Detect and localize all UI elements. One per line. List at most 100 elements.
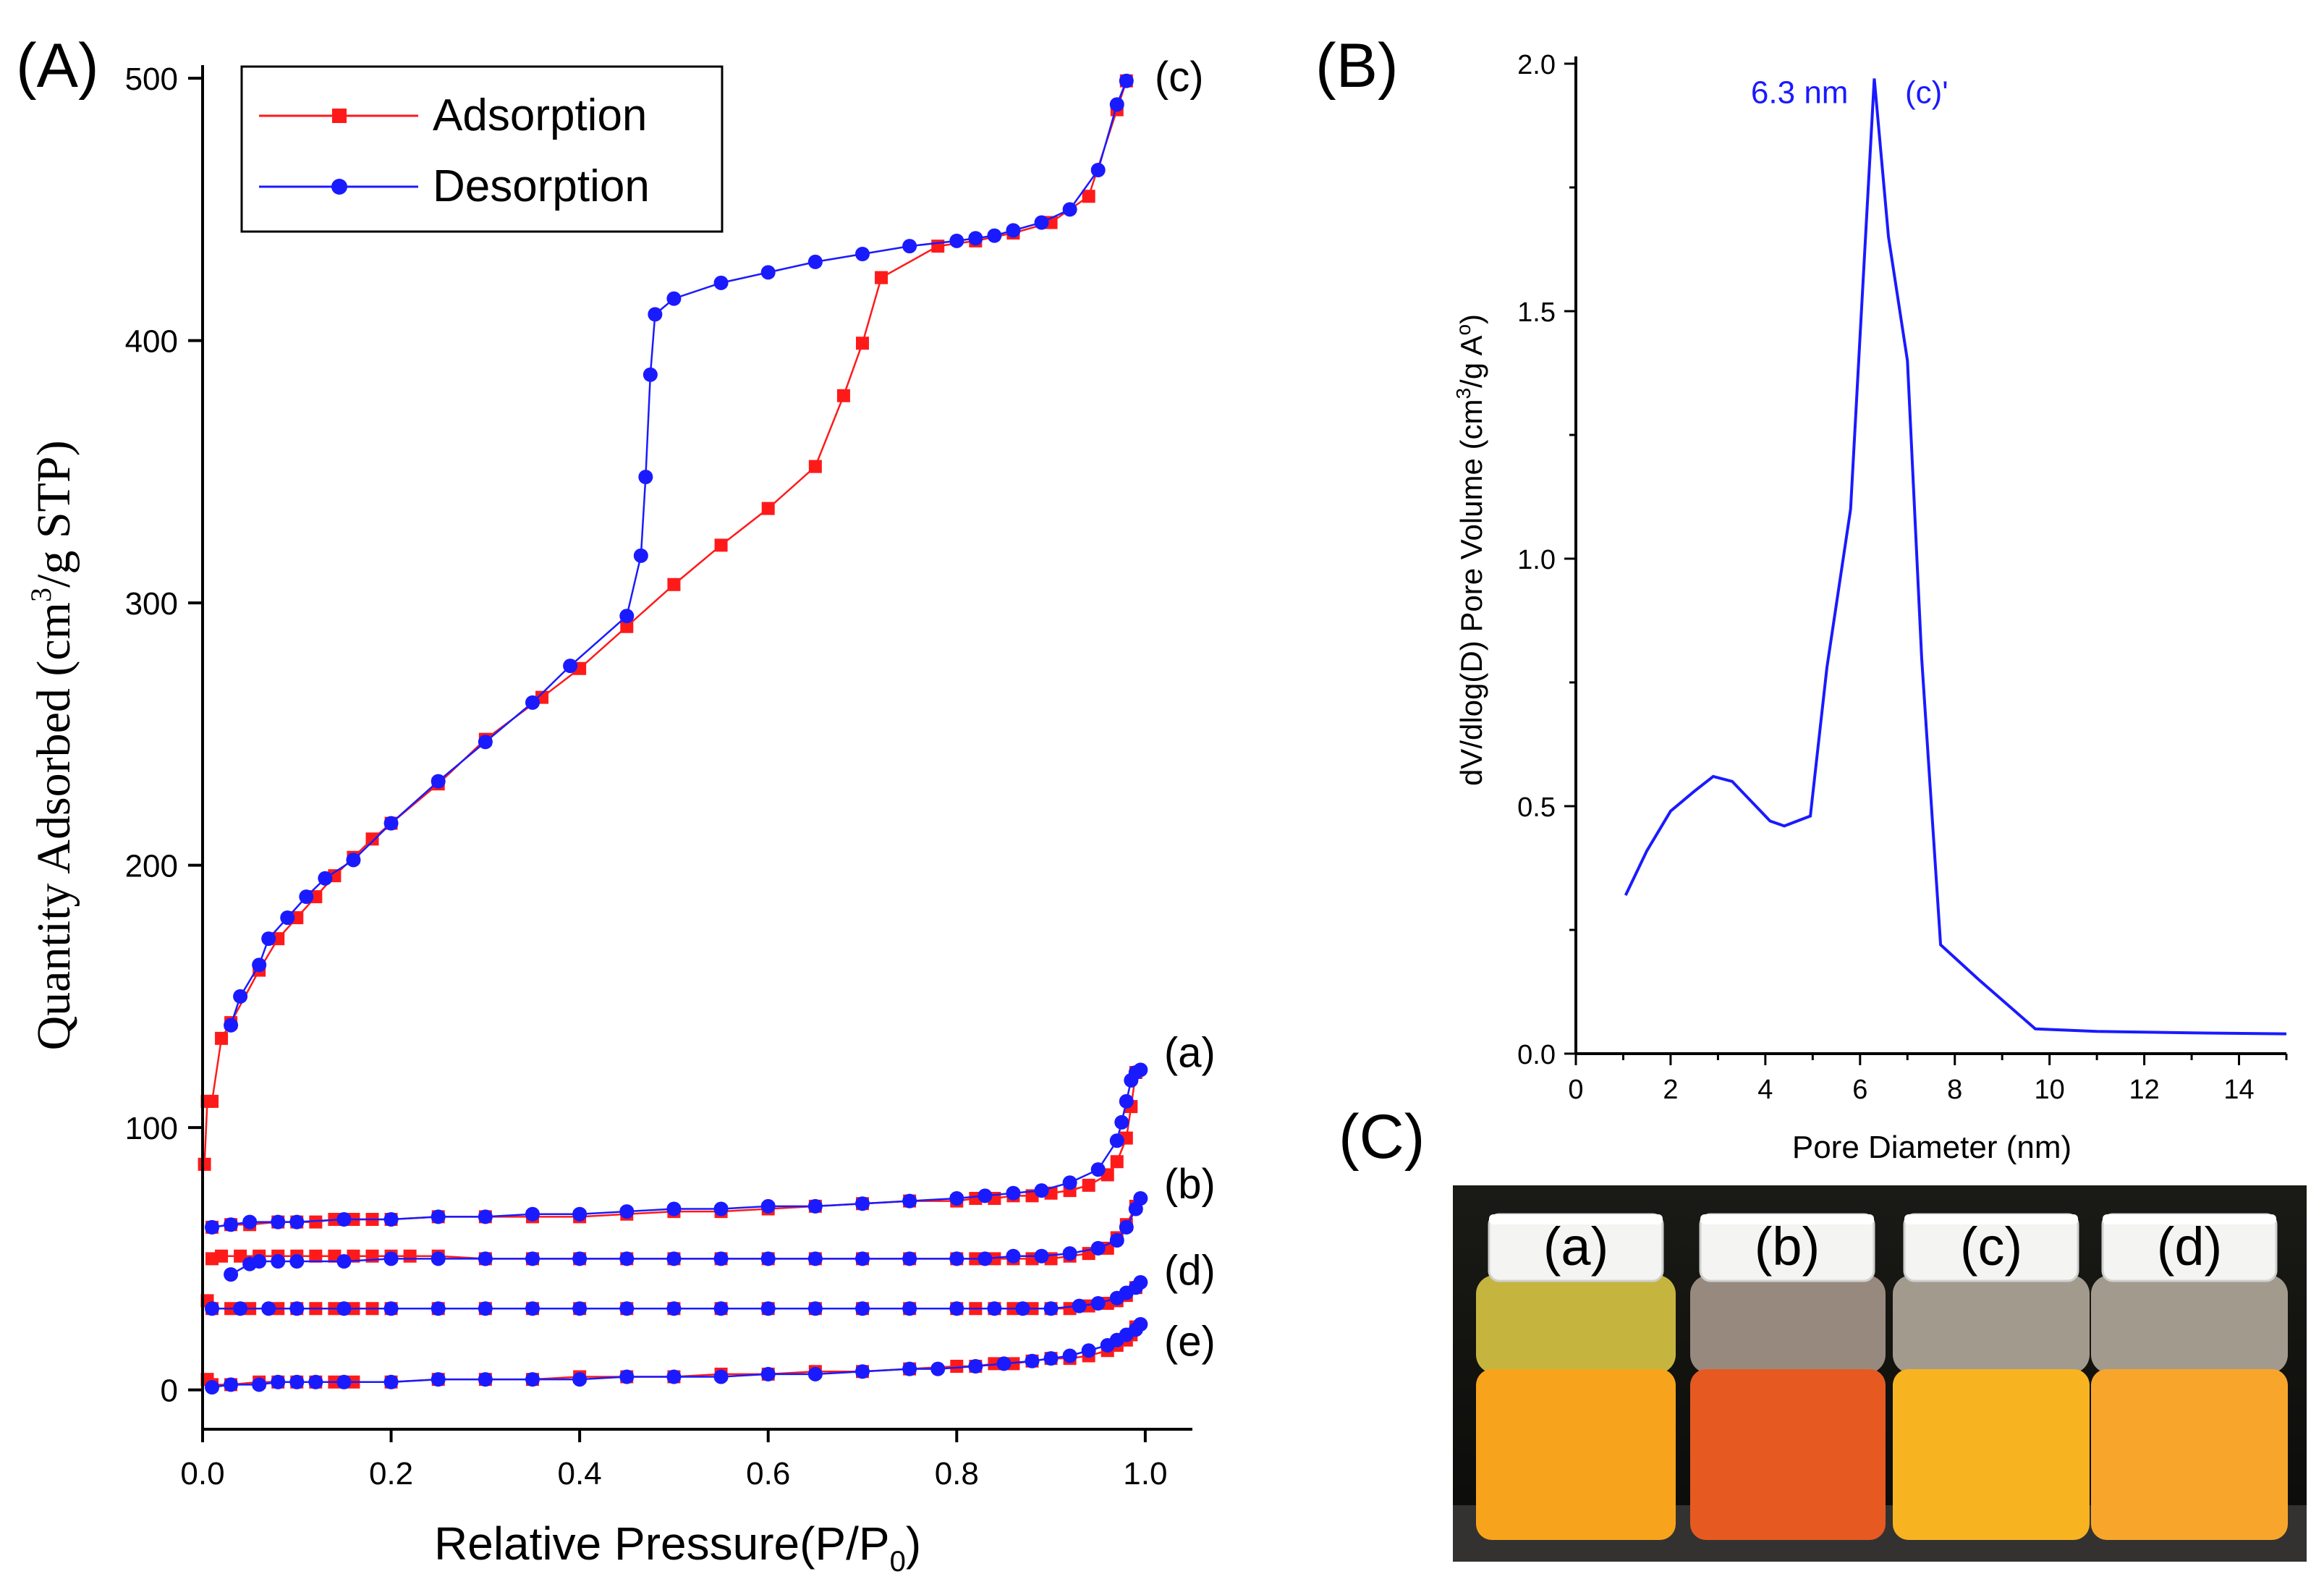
desorption-point [233, 1301, 248, 1316]
desorption-point [968, 1359, 983, 1374]
isotherm-x-axis-title: Relative Pressure(P/P0) [434, 1518, 921, 1578]
desorption-point [289, 1214, 305, 1230]
desorption-point [949, 233, 964, 248]
desorption-point [525, 695, 540, 710]
desorption-point [648, 307, 663, 322]
adsorption-point [215, 1031, 229, 1045]
desorption-point [996, 1356, 1012, 1371]
curve-label: (d) [1164, 1248, 1216, 1295]
desorption-point [1090, 163, 1106, 177]
desorption-point [431, 774, 446, 789]
adsorption-point [234, 1249, 247, 1263]
series-line-0 [203, 80, 1127, 1164]
panel-label-b: (B) [1315, 31, 1399, 101]
desorption-point [987, 228, 1002, 243]
desorption-point [760, 1366, 776, 1381]
pore-x-tick-label: 8 [1947, 1075, 1962, 1105]
desorption-point [242, 1214, 258, 1230]
desorption-point [807, 1251, 823, 1266]
desorption-point [807, 1301, 823, 1316]
isotherm-y-tick-label: 200 [125, 849, 178, 884]
desorption-point [1100, 1338, 1115, 1353]
pore-x-tick-label: 0 [1568, 1075, 1583, 1105]
desorption-point [619, 1204, 635, 1219]
desorption-point [855, 1364, 870, 1379]
desorption-point [289, 1301, 305, 1316]
desorption-point [1062, 202, 1077, 217]
desorption-point [224, 1377, 239, 1392]
bottle-a-label: (a) [1543, 1216, 1608, 1277]
adsorption-point [1082, 1178, 1095, 1192]
desorption-point [1081, 1343, 1096, 1358]
pore-x-tick-label: 10 [2035, 1075, 2065, 1105]
bottle-c: (c) [1893, 1213, 2090, 1540]
desorption-point [336, 1212, 352, 1227]
desorption-point [1062, 1175, 1077, 1190]
adsorption-point [667, 577, 681, 591]
bottle-d-liquid [2091, 1369, 2288, 1540]
desorption-point [619, 1301, 635, 1316]
desorption-point [525, 1206, 540, 1222]
bottle-c-liquid [1893, 1369, 2090, 1540]
desorption-point [478, 1209, 493, 1224]
desorption-point [619, 1251, 635, 1266]
adsorption-point [403, 1249, 417, 1263]
desorption-point [431, 1301, 446, 1316]
adsorption-point [761, 502, 775, 515]
desorption-point [902, 1361, 917, 1376]
desorption-point [1109, 97, 1124, 112]
desorption-point [1043, 1301, 1059, 1316]
panel-label-a: (A) [16, 31, 99, 101]
desorption-point [855, 1251, 870, 1266]
desorption-point [346, 852, 361, 868]
desorption-point [760, 265, 776, 280]
pore-x-tick-label: 6 [1852, 1075, 1867, 1105]
curve-label: (e) [1164, 1318, 1216, 1365]
bottle-d: (d) [2091, 1213, 2288, 1540]
desorption-point [336, 1301, 352, 1316]
pore-series-label: (c)' [1905, 75, 1948, 111]
desorption-point [205, 1380, 220, 1395]
desorption-point [1090, 1296, 1106, 1311]
desorption-point [807, 1198, 823, 1214]
desorption-point [280, 910, 295, 926]
bottle-b-liquid [1690, 1369, 1886, 1540]
desorption-point [902, 239, 917, 254]
desorption-point [1034, 1248, 1049, 1264]
bottle-b-label: (b) [1755, 1216, 1820, 1277]
desorption-point [289, 1254, 305, 1269]
desorption-point [261, 931, 276, 947]
desorption-point [261, 1301, 276, 1316]
desorption-point [336, 1374, 352, 1389]
desorption-point [308, 1374, 323, 1389]
adsorption-point [198, 1157, 211, 1171]
desorption-point [1128, 1201, 1143, 1216]
desorption-point [713, 1251, 729, 1266]
desorption-point [666, 1301, 682, 1316]
isotherm-x-tick-label: 0.8 [935, 1456, 979, 1491]
desorption-point [383, 816, 399, 831]
desorption-point [1072, 1298, 1087, 1313]
desorption-point [1006, 1248, 1021, 1264]
desorption-point [643, 367, 658, 382]
desorption-point [619, 609, 635, 624]
desorption-point [205, 1301, 220, 1316]
adsorption-point [205, 1094, 219, 1108]
legend-desorption-marker [331, 179, 347, 195]
desorption-point [855, 1196, 870, 1211]
desorption-point [572, 1251, 588, 1266]
desorption-point [713, 275, 729, 290]
bottle-b: (b) [1690, 1213, 1886, 1540]
desorption-point [1090, 1240, 1106, 1256]
adsorption-point [714, 538, 728, 552]
desorption-point [949, 1191, 964, 1206]
desorption-point [252, 1377, 267, 1392]
desorption-point [760, 1198, 776, 1214]
bottle-a-liquid [1476, 1369, 1676, 1540]
adsorption-point [808, 460, 822, 473]
desorption-point [1015, 1301, 1030, 1316]
desorption-point [713, 1201, 729, 1216]
pore-distribution-line [1624, 78, 2287, 1036]
bottle-d-label: (d) [2157, 1216, 2222, 1277]
